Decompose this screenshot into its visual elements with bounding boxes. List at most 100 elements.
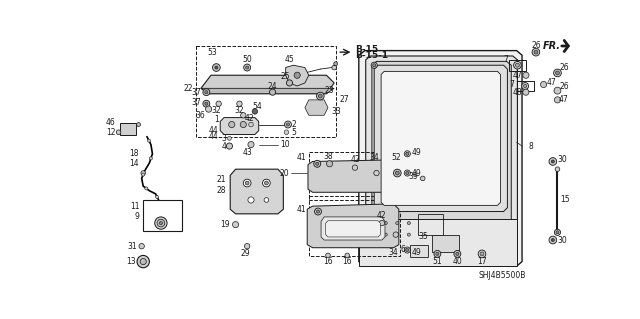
Text: 2: 2 <box>291 120 296 129</box>
Bar <box>143 200 182 231</box>
Polygon shape <box>201 75 334 94</box>
Circle shape <box>314 160 321 167</box>
Circle shape <box>252 109 257 114</box>
Text: 34: 34 <box>388 248 398 257</box>
Circle shape <box>556 231 559 234</box>
Circle shape <box>137 122 141 126</box>
Circle shape <box>116 130 121 135</box>
Text: 32: 32 <box>235 106 244 115</box>
Circle shape <box>141 171 145 175</box>
Circle shape <box>393 232 399 237</box>
Circle shape <box>549 158 557 165</box>
Text: B-15-1: B-15-1 <box>355 51 388 61</box>
Text: 47: 47 <box>547 78 556 87</box>
Circle shape <box>141 173 145 176</box>
Polygon shape <box>220 118 259 135</box>
Circle shape <box>140 258 147 265</box>
Circle shape <box>232 221 239 228</box>
Circle shape <box>434 250 441 257</box>
Circle shape <box>203 89 210 96</box>
Polygon shape <box>359 219 516 266</box>
Circle shape <box>372 64 376 67</box>
Text: 31: 31 <box>127 242 137 251</box>
Text: 21: 21 <box>217 175 227 184</box>
Text: 6: 6 <box>400 245 405 254</box>
Circle shape <box>407 221 410 225</box>
Text: 8: 8 <box>528 142 533 151</box>
Circle shape <box>396 221 399 225</box>
Text: 36: 36 <box>195 111 205 120</box>
Polygon shape <box>372 61 511 255</box>
Circle shape <box>228 122 235 128</box>
Text: 25: 25 <box>281 72 291 81</box>
Text: 16: 16 <box>342 257 352 266</box>
Circle shape <box>513 61 521 69</box>
Polygon shape <box>321 217 385 240</box>
Circle shape <box>551 239 554 241</box>
Circle shape <box>248 197 254 203</box>
Text: 53: 53 <box>207 48 218 57</box>
Text: SHJ4B5500B: SHJ4B5500B <box>478 271 525 280</box>
Text: 26: 26 <box>531 41 541 50</box>
Circle shape <box>406 152 409 155</box>
Circle shape <box>155 217 167 229</box>
Text: 42: 42 <box>244 114 254 123</box>
Circle shape <box>524 85 527 87</box>
Text: 47: 47 <box>559 95 569 104</box>
Text: 15: 15 <box>561 196 570 204</box>
Circle shape <box>396 233 399 236</box>
Text: 46: 46 <box>106 118 115 128</box>
Circle shape <box>374 170 380 176</box>
Circle shape <box>216 101 221 107</box>
Circle shape <box>522 83 529 90</box>
Circle shape <box>159 221 163 225</box>
Text: 44: 44 <box>209 131 219 141</box>
Circle shape <box>269 89 276 95</box>
Circle shape <box>555 167 560 172</box>
Circle shape <box>316 162 319 165</box>
Circle shape <box>314 208 321 215</box>
Polygon shape <box>285 65 308 86</box>
Circle shape <box>456 252 459 256</box>
Polygon shape <box>201 88 334 94</box>
Text: FR.: FR. <box>542 41 560 51</box>
Circle shape <box>384 221 387 225</box>
Text: 37: 37 <box>191 88 201 97</box>
Polygon shape <box>359 51 522 266</box>
Text: 20: 20 <box>280 168 289 178</box>
Polygon shape <box>305 100 328 115</box>
Circle shape <box>284 130 289 135</box>
Circle shape <box>245 181 249 185</box>
Circle shape <box>406 249 409 252</box>
Circle shape <box>318 94 322 98</box>
Text: 35: 35 <box>418 233 428 241</box>
Circle shape <box>556 71 559 75</box>
Text: 41: 41 <box>297 205 307 214</box>
Text: 37: 37 <box>191 98 201 107</box>
Circle shape <box>436 252 439 256</box>
Circle shape <box>137 256 149 268</box>
Bar <box>410 245 428 257</box>
Text: 28: 28 <box>217 186 227 195</box>
Circle shape <box>334 62 338 66</box>
Circle shape <box>157 219 164 227</box>
Circle shape <box>139 243 145 249</box>
Circle shape <box>246 66 249 69</box>
Circle shape <box>532 48 540 56</box>
Circle shape <box>534 50 538 54</box>
Circle shape <box>294 72 300 78</box>
Polygon shape <box>230 169 284 214</box>
Text: 10: 10 <box>280 140 290 149</box>
Circle shape <box>549 236 557 244</box>
Text: 7: 7 <box>503 55 508 64</box>
Text: 34: 34 <box>369 153 379 162</box>
Text: 32: 32 <box>212 106 221 115</box>
Text: 40: 40 <box>452 257 462 266</box>
Text: 27: 27 <box>340 95 349 104</box>
Text: 23: 23 <box>324 86 334 95</box>
Text: 11: 11 <box>130 202 140 211</box>
Circle shape <box>478 250 486 258</box>
Circle shape <box>554 229 561 235</box>
Text: 51: 51 <box>433 257 442 266</box>
Circle shape <box>248 141 254 148</box>
